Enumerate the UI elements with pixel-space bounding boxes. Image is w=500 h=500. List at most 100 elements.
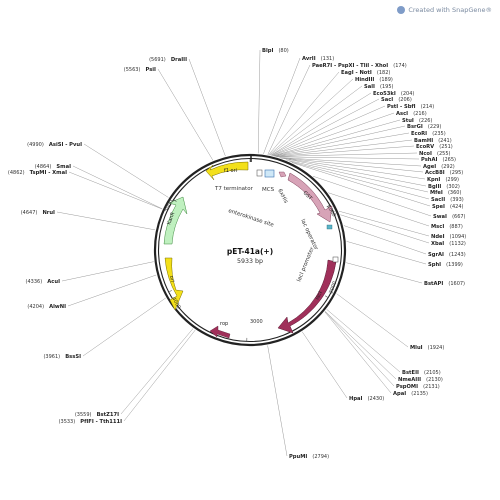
site-position: (204): [401, 91, 414, 97]
site-label: NdeI (1094): [431, 223, 466, 242]
site-leader-line: [82, 297, 166, 357]
site-label: Eco53kI (204): [373, 80, 414, 99]
site-name: AsiSI - PvuI: [49, 142, 82, 148]
site-label: (4336) AcuI: [26, 268, 61, 287]
site-position: (235): [432, 131, 445, 137]
site-position: (4864): [35, 164, 52, 170]
site-leaders: [56, 49, 432, 457]
lac-promoter-marker: [332, 256, 339, 263]
site-position: (265): [443, 157, 456, 163]
site-position: (299): [445, 177, 458, 183]
site-leader-line: [324, 311, 397, 380]
site-name: AlwNI: [49, 304, 66, 310]
site-label: (4647) NruI: [21, 199, 55, 218]
site-label: MfeI (360): [430, 179, 461, 198]
site-position: (4336): [26, 279, 43, 285]
site-position: (667): [452, 214, 465, 220]
site-name: PfIFI - Tth111I: [80, 419, 122, 425]
site-position: (1924): [428, 345, 445, 351]
site-name: PaeR7I - PspXI - TliI - XhoI: [312, 63, 388, 69]
site-label: (5563) PsiI: [124, 56, 156, 75]
site-name: AccB8I: [425, 170, 445, 176]
f1-ori-arrow: [205, 161, 249, 181]
site-leader-line: [68, 171, 163, 210]
site-label: (4990) AsiSI - PvuI: [27, 131, 82, 150]
site-label: SphI (1399): [428, 251, 463, 270]
site-position: (3533): [59, 419, 76, 425]
site-leader-line: [346, 241, 427, 265]
site-name: AscI: [396, 111, 408, 117]
site-name: NdeI: [431, 234, 445, 240]
site-name: TspMI - XmaI: [30, 170, 67, 176]
site-name: BstEII: [402, 370, 419, 376]
site-leader-line: [280, 157, 426, 180]
site-leader-line: [346, 262, 423, 284]
site-label: MscI (887): [431, 213, 463, 232]
site-position: (424): [450, 204, 463, 210]
site-name: SmaI: [56, 164, 71, 170]
site-name: SpeI: [432, 204, 445, 210]
site-leader-line: [270, 98, 380, 156]
site-label: ApaI (2135): [393, 380, 428, 399]
site-position: (2131): [423, 384, 440, 390]
site-position: (360): [448, 190, 461, 196]
site-name: EagI - NotI: [341, 70, 372, 76]
rop-label: rop: [220, 321, 228, 327]
site-leader-line: [272, 119, 401, 157]
plasmid-name: pET-41a(+): [227, 247, 273, 256]
site-leader-line: [188, 58, 226, 157]
site-leader-line: [72, 165, 163, 210]
enterokinase-label: enterokinase site: [227, 208, 275, 229]
tick-2000-label: 2000: [328, 281, 338, 295]
his-tag-label: 6xHis: [276, 188, 289, 204]
site-name: SphI: [428, 262, 441, 268]
site-position: (3961): [43, 354, 60, 360]
site-leader-line: [257, 49, 261, 154]
site-leader-line: [328, 192, 430, 227]
site-position: (5563): [124, 67, 141, 73]
site-position: (295): [450, 170, 463, 176]
site-leader-line: [275, 145, 415, 157]
ori-label: ori: [168, 275, 175, 282]
scale-tick: [173, 199, 177, 202]
site-leader-line: [67, 274, 157, 307]
site-label: SacII (393): [431, 186, 464, 205]
site-name: MluI: [410, 345, 423, 351]
site-leader-line: [120, 328, 194, 415]
site-name: HindIII: [355, 77, 374, 83]
site-label: (3533) PfIFI - Tth111I: [59, 408, 123, 427]
site-label: SwaI (667): [433, 203, 466, 222]
site-leader-line: [326, 309, 401, 373]
site-label: BstAPI (1607): [424, 270, 465, 289]
site-label: (4204) AlwNI: [27, 293, 66, 312]
site-position: (2430): [368, 396, 385, 402]
site-position: (1132): [449, 241, 466, 247]
site-leader-line: [83, 143, 169, 198]
site-position: (5691): [149, 57, 166, 63]
site-label: StuI (226): [402, 107, 432, 126]
site-leader-line: [276, 156, 420, 160]
site-label: EagI - NotI (182): [341, 59, 390, 78]
site-position: (131): [321, 56, 334, 62]
snapgene-brand: Created with SnapGene®: [397, 6, 492, 14]
site-name: BamHI: [414, 138, 433, 144]
site-leader-line: [324, 311, 392, 394]
site-position: (1094): [450, 234, 467, 240]
site-name: PsiI: [145, 67, 156, 73]
scale-tick: [324, 295, 328, 298]
site-labels: BlpI (80) AvrII (131)PaeR7I - PspXI - Tli…: [8, 48, 466, 460]
site-label: PspOMI (2131): [396, 373, 440, 392]
site-name: PshAI: [421, 157, 438, 163]
site-position: (229): [428, 124, 441, 130]
site-position: (1399): [446, 262, 463, 268]
tick-1000-label: 1000: [325, 204, 337, 218]
brand-text: Created with SnapGene®: [408, 6, 492, 14]
site-leader-line: [279, 157, 422, 167]
site-leader-line: [274, 139, 413, 157]
site-position: (292): [441, 164, 454, 170]
site-name: BlpI: [262, 48, 273, 54]
his-tag-marker: [278, 171, 287, 178]
site-label: (4862) TspMI - XmaI: [8, 159, 67, 178]
site-leader-line: [269, 78, 354, 156]
